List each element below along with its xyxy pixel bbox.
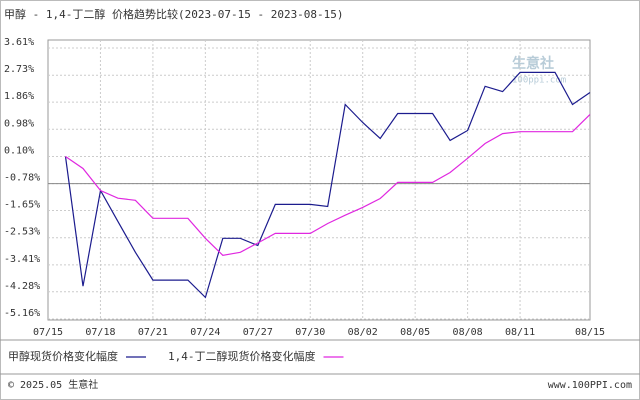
y-tick-label: -1.65% xyxy=(4,200,40,211)
x-tick-label: 08/15 xyxy=(575,327,605,338)
x-tick-label: 07/15 xyxy=(33,327,63,338)
chart-title: 甲醇 - 1,4-丁二醇 价格趋势比较(2023-07-15 - 2023-08… xyxy=(4,7,344,21)
footer-left: © 2025.05 生意社 xyxy=(8,378,98,391)
x-tick-label: 07/21 xyxy=(138,327,168,338)
y-tick-label: 0.10% xyxy=(4,145,34,156)
series-line xyxy=(64,71,591,299)
y-tick-label: -3.41% xyxy=(4,254,40,265)
x-tick-label: 07/24 xyxy=(190,327,220,338)
x-tick-label: 08/11 xyxy=(505,327,535,338)
x-tick-label: 08/08 xyxy=(453,327,483,338)
y-tick-label: -0.78% xyxy=(4,173,40,184)
watermark-url: 100ppi.com xyxy=(512,76,566,86)
watermark: 生意社 xyxy=(512,55,554,72)
x-tick-label: 07/18 xyxy=(85,327,115,338)
y-tick-label: 1.86% xyxy=(4,91,34,102)
plot-frame xyxy=(47,39,591,321)
y-tick-label: -4.28% xyxy=(4,281,40,292)
footer-right: www.100PPI.com xyxy=(548,380,632,391)
y-tick-label: 3.61% xyxy=(4,37,34,48)
y-tick-label: -5.16% xyxy=(4,308,40,319)
x-tick-label: 08/02 xyxy=(348,327,378,338)
x-tick-label: 08/05 xyxy=(400,327,430,338)
y-tick-label: 2.73% xyxy=(4,64,34,75)
x-tick-label: 07/27 xyxy=(243,327,273,338)
series-line xyxy=(65,113,591,256)
legend-label: 甲醇现货价格变化幅度 xyxy=(8,349,118,363)
x-tick-label: 07/30 xyxy=(295,327,325,338)
legend-label: 1,4-丁二醇现货价格变化幅度 xyxy=(168,349,316,363)
y-tick-label: -2.53% xyxy=(4,227,40,238)
y-tick-label: 0.98% xyxy=(4,118,34,129)
